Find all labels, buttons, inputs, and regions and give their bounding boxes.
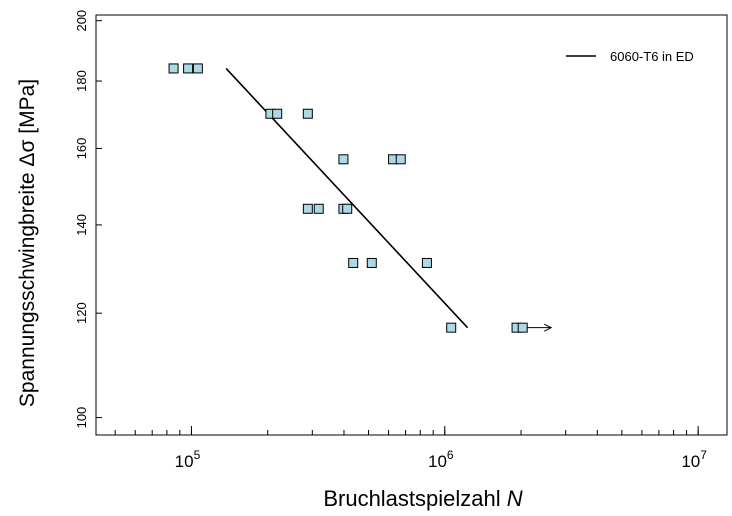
data-point	[302, 108, 313, 119]
data-point	[338, 154, 349, 165]
plot-frame	[95, 14, 728, 436]
data-point	[168, 63, 179, 74]
x-tick-exponent: 6	[447, 448, 454, 462]
y-tick-label: 140	[74, 214, 89, 236]
data-point	[517, 322, 528, 333]
x-minor-ticks	[114, 430, 699, 435]
runout-arrowhead	[543, 323, 553, 332]
data-point	[421, 257, 432, 268]
x-major-ticks: 105 106 107	[175, 426, 707, 471]
data-point	[302, 203, 313, 214]
y-tick-label: 200	[74, 10, 89, 32]
fit-lines	[225, 67, 469, 329]
data-point	[395, 154, 406, 165]
data-point	[366, 257, 377, 268]
runout-arrows	[527, 323, 553, 332]
x-tick-base: 10	[175, 452, 194, 471]
data-point	[192, 63, 203, 74]
data-point	[272, 108, 283, 119]
data-point	[348, 257, 359, 268]
x-axis-label-text: Bruchlastspielzahl	[323, 486, 506, 511]
data-point	[183, 63, 194, 74]
data-point	[446, 322, 457, 333]
x-tick-base: 10	[681, 452, 700, 471]
x-axis-label-variable: N	[507, 486, 523, 511]
data-points	[168, 63, 528, 333]
fit-line	[225, 67, 469, 329]
legend-label: 6060-T6 in ED	[610, 49, 694, 64]
y-tick-label: 180	[74, 70, 89, 92]
x-tick-base: 10	[428, 452, 447, 471]
x-tick-label: 106	[428, 448, 454, 471]
y-axis-label: Spannungsschwingbreite Δσ [MPa]	[16, 79, 39, 407]
x-tick-label: 105	[175, 448, 201, 471]
y-tick-label: 120	[74, 302, 89, 324]
y-ticks: 100 120 140 160 180 200	[74, 10, 102, 429]
data-point	[342, 203, 353, 214]
legend: 6060-T6 in ED	[566, 49, 694, 64]
data-point	[313, 203, 324, 214]
x-tick-label: 107	[681, 448, 707, 471]
y-tick-label: 100	[74, 407, 89, 429]
x-tick-exponent: 7	[700, 448, 707, 462]
x-axis-label: Bruchlastspielzahl N	[323, 486, 522, 511]
x-tick-exponent: 5	[194, 448, 201, 462]
y-tick-label: 160	[74, 138, 89, 160]
